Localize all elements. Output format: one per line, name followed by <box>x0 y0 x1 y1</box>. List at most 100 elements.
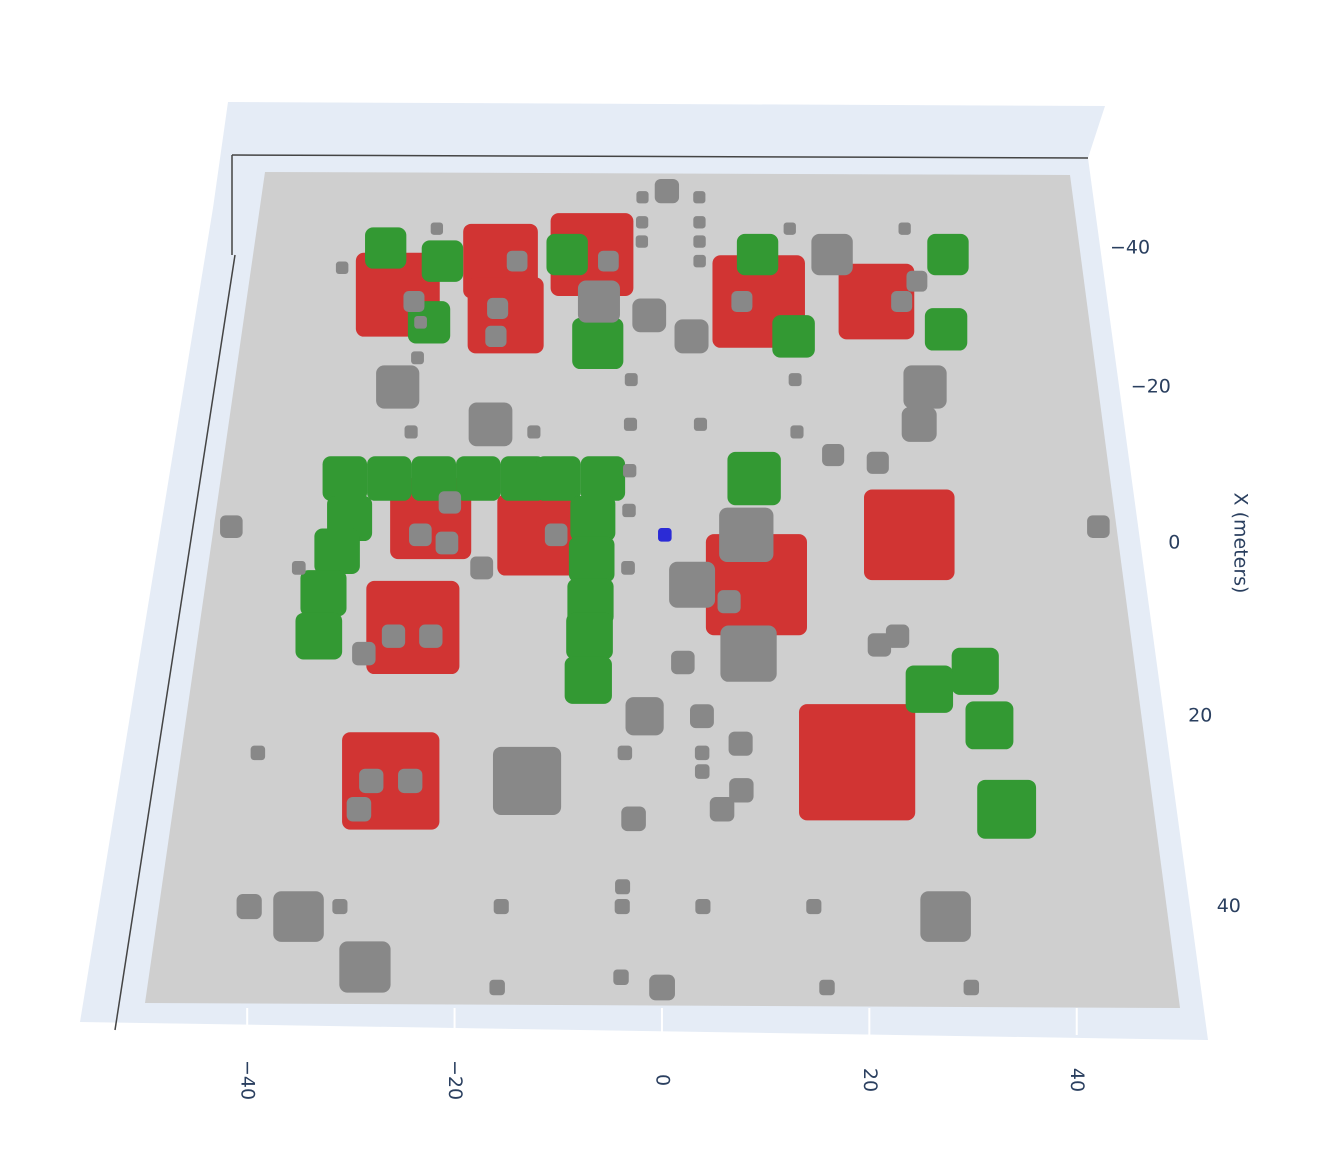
object-box <box>622 503 636 518</box>
object-box <box>694 764 710 779</box>
object-box <box>901 406 937 442</box>
object-box <box>411 456 457 501</box>
object-box <box>381 624 406 648</box>
x-tick-label: 0 <box>1168 532 1180 554</box>
object-box <box>624 373 638 387</box>
object-box <box>866 451 889 474</box>
object-box <box>615 879 631 895</box>
object-box <box>527 425 541 439</box>
object-box <box>920 891 971 942</box>
object-box <box>891 291 913 313</box>
object-box <box>864 489 955 581</box>
object-box <box>788 373 802 387</box>
object-box <box>536 456 581 501</box>
object-box <box>430 222 444 235</box>
object-box <box>544 523 568 547</box>
object-box <box>273 891 324 942</box>
object-box <box>614 899 630 915</box>
object-box <box>352 641 376 666</box>
x-tick-label: −20 <box>1131 375 1171 397</box>
object-box <box>500 456 546 501</box>
object-box <box>903 365 947 409</box>
object-box <box>398 768 423 794</box>
object-box <box>506 250 528 272</box>
x-tick-label: 40 <box>1217 895 1241 917</box>
x-axis-title: X (meters) <box>1230 493 1252 594</box>
object-box <box>623 417 638 431</box>
object-box <box>564 656 612 704</box>
object-box <box>690 704 714 729</box>
object-box <box>951 647 999 695</box>
object-box <box>671 650 695 675</box>
object-box <box>570 496 616 542</box>
object-box <box>731 291 753 313</box>
object-box <box>772 315 815 358</box>
object-box <box>580 456 626 501</box>
object-box <box>709 796 735 822</box>
object-box <box>693 235 706 248</box>
object-box <box>727 451 781 506</box>
object-box <box>414 315 427 329</box>
object-box <box>965 701 1014 750</box>
object-box <box>693 254 706 268</box>
object-box <box>632 298 667 333</box>
y-tick-label: 20 <box>859 1068 881 1092</box>
object-box <box>927 233 969 276</box>
object-box <box>487 297 509 319</box>
object-box <box>658 528 672 542</box>
object-box <box>617 745 633 761</box>
object-box <box>572 317 624 370</box>
object-box <box>403 291 425 313</box>
object-box <box>566 612 613 660</box>
object-box <box>220 515 243 538</box>
object-box <box>493 899 509 915</box>
object-box <box>419 624 443 648</box>
object-box <box>621 806 646 832</box>
object-box <box>332 899 348 915</box>
axis-line <box>114 254 236 1031</box>
object-box <box>693 191 706 204</box>
y-tick-label: 40 <box>1066 1068 1088 1092</box>
object-box <box>485 325 507 348</box>
object-box <box>577 280 620 323</box>
x-tick-label: −40 <box>1110 237 1150 259</box>
object-box <box>799 704 916 821</box>
object-box <box>492 746 562 815</box>
object-box <box>680 581 704 605</box>
object-box <box>411 351 424 365</box>
object-box <box>906 270 928 292</box>
axis-line <box>231 154 1089 159</box>
object-box <box>468 402 513 447</box>
object-box <box>783 222 796 235</box>
object-box <box>489 979 505 996</box>
object-box <box>404 425 418 439</box>
object-box <box>456 456 501 501</box>
object-box <box>236 893 262 920</box>
object-box <box>376 365 420 409</box>
object-box <box>898 222 911 235</box>
object-box <box>497 494 579 576</box>
object-box <box>947 899 963 915</box>
object-box <box>435 531 459 555</box>
object-box <box>366 580 460 675</box>
object-box <box>322 456 368 501</box>
object-box <box>635 235 649 248</box>
object-box <box>736 233 779 276</box>
object-box <box>546 233 588 276</box>
object-box <box>819 979 835 996</box>
object-box <box>719 507 774 562</box>
object-box <box>314 528 360 575</box>
object-box <box>963 979 980 996</box>
object-box <box>717 590 741 614</box>
object-box <box>728 731 753 756</box>
object-box <box>693 216 706 229</box>
object-box <box>822 444 845 467</box>
object-box <box>621 561 635 575</box>
x-tick-label: 20 <box>1188 705 1212 727</box>
object-box <box>905 665 954 713</box>
object-box <box>977 779 1037 839</box>
object-box <box>654 178 680 204</box>
object-box <box>300 570 347 617</box>
object-box <box>811 233 853 276</box>
